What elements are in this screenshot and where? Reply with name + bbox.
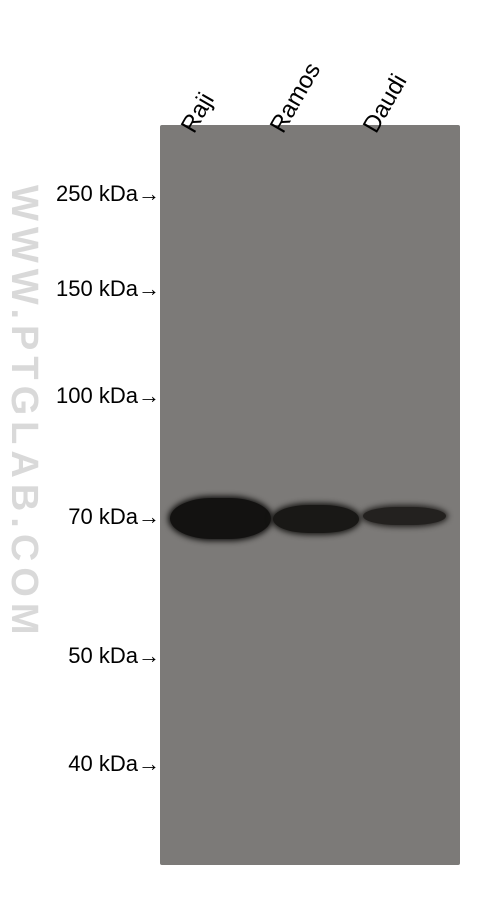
band-daudi (363, 507, 446, 525)
mw-marker-label: 70 kDa→ (10, 504, 160, 530)
mw-marker-label: 40 kDa→ (10, 751, 160, 777)
band-raji (170, 498, 271, 539)
mw-marker-label: 50 kDa→ (10, 643, 160, 669)
band-ramos (273, 505, 359, 533)
mw-marker-label: 100 kDa→ (10, 383, 160, 409)
mw-marker-label: 150 kDa→ (10, 276, 160, 302)
western-blot-figure: 250 kDa→ 150 kDa→ 100 kDa→ 70 kDa→ 50 kDa→ 40… (0, 0, 500, 903)
mw-marker-label: 250 kDa→ (10, 181, 160, 207)
watermark-text: WWW.PTGLAB.COM (2, 185, 45, 640)
blot-membrane (160, 125, 460, 865)
